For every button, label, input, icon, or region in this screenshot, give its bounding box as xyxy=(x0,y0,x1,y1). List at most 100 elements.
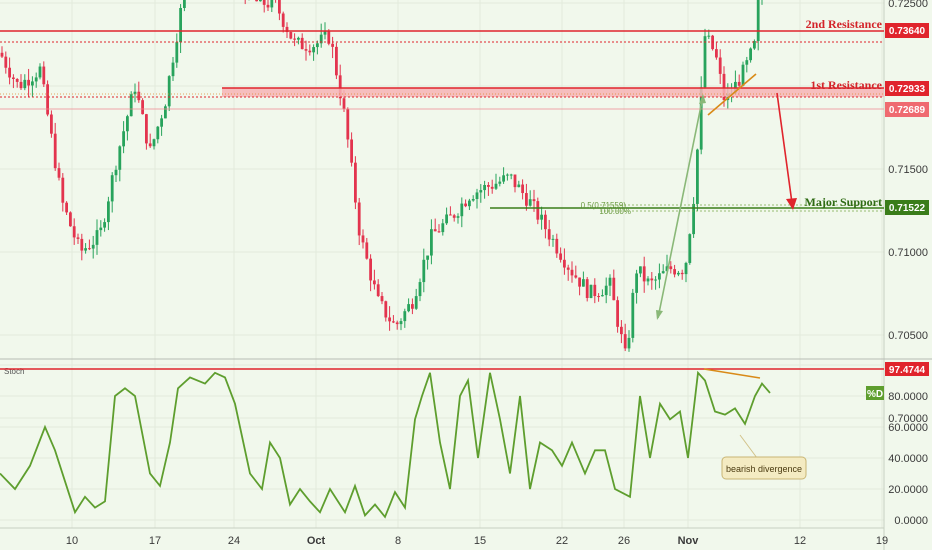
candle-body xyxy=(46,84,49,115)
stoch-level-badge xyxy=(885,362,929,376)
candle-body xyxy=(411,304,414,309)
candle-body xyxy=(27,79,30,86)
candle-body xyxy=(578,277,581,287)
candle-body xyxy=(316,43,319,48)
candle-body xyxy=(133,91,137,95)
rally-arrow-head-up xyxy=(699,94,706,104)
second-resistance-label: 2nd Resistance xyxy=(806,17,883,31)
candle-body xyxy=(475,192,479,200)
candle-body xyxy=(715,49,718,58)
candle-body xyxy=(646,278,650,282)
candle-body xyxy=(684,262,688,275)
candle-body xyxy=(604,285,608,296)
candle-body xyxy=(403,311,407,322)
candle-body xyxy=(502,175,505,182)
price-tick-label: 0.71500 xyxy=(888,164,928,176)
candle-body xyxy=(509,174,513,176)
divergence-note-box xyxy=(721,456,807,480)
candle-body xyxy=(677,272,680,275)
candle-body xyxy=(88,248,91,250)
candle-body xyxy=(34,77,38,82)
candle-body xyxy=(304,49,308,51)
candle-body xyxy=(388,317,391,322)
candle-body xyxy=(490,186,494,189)
candle-body xyxy=(12,77,15,79)
candle-body xyxy=(327,31,331,44)
candle-body xyxy=(399,321,403,325)
candle-body xyxy=(654,279,657,281)
candle-body xyxy=(95,230,99,245)
candle-body xyxy=(357,202,361,236)
candle-body xyxy=(551,238,555,240)
candle-body xyxy=(620,326,623,335)
candle-body xyxy=(688,234,692,263)
time-tick-label: 22 xyxy=(556,535,568,547)
candle-body xyxy=(103,222,106,228)
candle-body xyxy=(171,62,175,77)
candle-body xyxy=(430,229,433,256)
candle-body xyxy=(756,0,760,42)
candle-body xyxy=(608,277,612,286)
candle-body xyxy=(445,214,448,224)
candle-body xyxy=(175,42,179,63)
candle-body xyxy=(650,278,654,281)
time-tick-label: 17 xyxy=(149,535,161,547)
candle-body xyxy=(665,266,669,272)
candle-body xyxy=(31,81,34,86)
candle-body xyxy=(631,292,635,338)
candle-body xyxy=(525,193,528,206)
candle-body xyxy=(84,248,87,251)
candle-body xyxy=(433,229,437,232)
candle-body xyxy=(441,223,445,233)
candle-body xyxy=(8,67,11,78)
candle-body xyxy=(164,106,167,119)
candle-body xyxy=(262,0,266,5)
bearish-arrow-head xyxy=(786,198,797,210)
candle-body xyxy=(312,47,315,53)
bearish-arrow-line xyxy=(776,92,793,204)
candle-body xyxy=(91,244,95,249)
candle-body xyxy=(437,231,441,233)
candle-body xyxy=(544,214,547,230)
candle-body xyxy=(745,60,749,65)
candle-body xyxy=(323,31,327,35)
stoch-tick-label: 80.0000 xyxy=(888,391,928,403)
time-tick-label: 10 xyxy=(66,535,78,547)
stoch-title: Stoch xyxy=(4,367,24,376)
candle-body xyxy=(281,13,285,27)
candle-body xyxy=(494,183,498,189)
candle-body xyxy=(635,273,638,293)
candle-body xyxy=(335,46,338,76)
candle-body xyxy=(452,215,456,218)
second-resistance-value: 0.73640 xyxy=(889,26,926,37)
candle-body xyxy=(718,57,722,74)
candle-body xyxy=(319,34,323,44)
time-tick-label: 26 xyxy=(618,535,630,547)
stoch-d-line xyxy=(0,370,771,519)
candle-body xyxy=(80,238,84,251)
rally-arrow-line xyxy=(657,95,704,319)
candle-body xyxy=(160,118,163,127)
candle-body xyxy=(114,169,118,176)
candle-body xyxy=(270,0,274,8)
candle-body xyxy=(589,284,593,299)
candle-body xyxy=(616,300,619,327)
candle-body xyxy=(145,114,148,144)
candle-body xyxy=(426,255,429,260)
candle-body xyxy=(255,0,258,2)
candle-body xyxy=(4,56,8,68)
candle-body xyxy=(148,143,152,147)
candle-body xyxy=(179,7,182,43)
candle-body xyxy=(395,322,399,325)
candle-body xyxy=(266,4,270,8)
candle-body xyxy=(126,116,129,132)
time-tick-label: 8 xyxy=(395,535,401,547)
candle-body xyxy=(308,50,312,53)
major-support-badge xyxy=(885,200,929,215)
candle-body xyxy=(658,273,661,280)
candle-body xyxy=(627,337,631,349)
candle-body xyxy=(373,280,376,285)
candle-body xyxy=(122,131,125,147)
candle-body xyxy=(42,66,46,85)
